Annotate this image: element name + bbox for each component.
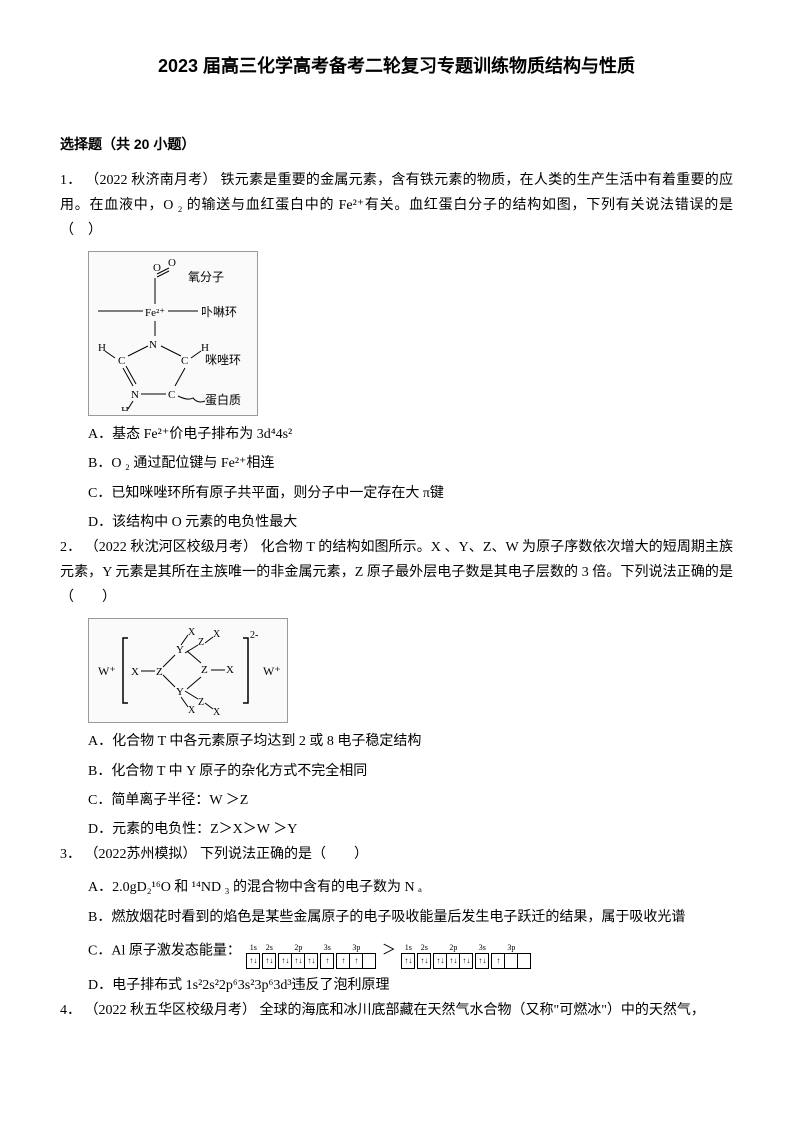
svg-text:C: C	[181, 355, 188, 367]
section-header: 选择题（共 20 小题）	[60, 132, 733, 157]
q1-option-c: C．已知咪唑环所有原子共平面，则分子中一定存在大 π键	[60, 481, 733, 506]
svg-text:X: X	[213, 629, 221, 640]
q3-option-c: C．Al 原子激发态能量： 1s↑↓2s↑↓2p↑↓↑↓↑↓3s↑3p↑↑ ＞ …	[60, 934, 733, 969]
orbital-diagram-right: 1s↑↓2s↑↓2p↑↓↑↓↑↓3s↑↓3p↑	[399, 934, 533, 969]
q2-source: （2022 秋沈河区校级月考）	[85, 540, 257, 555]
q1-option-b: B．O ₂ 通过配位键与 Fe²⁺相连	[60, 451, 733, 476]
q2-option-b: B．化合物 T 中 Y 原子的杂化方式不完全相同	[60, 759, 733, 784]
svg-text:Z: Z	[156, 666, 163, 678]
q4-number: 4．	[60, 1003, 81, 1018]
svg-text:O: O	[168, 257, 176, 269]
svg-text:H: H	[121, 405, 129, 411]
svg-text:卟啉环: 卟啉环	[201, 305, 237, 319]
svg-text:蛋白质: 蛋白质	[205, 392, 241, 407]
svg-text:C: C	[168, 389, 175, 401]
svg-text:氧分子: 氧分子	[188, 270, 224, 284]
svg-text:W⁺: W⁺	[263, 664, 281, 678]
q1-number: 1．	[60, 173, 82, 188]
q3-source: （2022苏州模拟）	[85, 847, 197, 862]
svg-text:Fe²⁺: Fe²⁺	[145, 307, 165, 319]
question-3: 3． （2022苏州模拟） 下列说法正确的是（ ）	[60, 842, 733, 867]
svg-text:H: H	[98, 342, 106, 354]
q2-number: 2．	[60, 540, 81, 555]
q4-text: 全球的海底和冰川底部藏在天然气水合物（又称"可燃冰"）中的天然气，	[260, 1003, 705, 1018]
svg-text:N: N	[149, 339, 157, 351]
q2-diagram: W⁺ W⁺ 2- X Z Y Y X X Z X Z X Z X	[88, 618, 288, 723]
svg-text:Z: Z	[198, 697, 204, 708]
q1-source: （2022 秋济南月考）	[85, 173, 216, 188]
question-1: 1． （2022 秋济南月考） 铁元素是重要的金属元素，含有铁元素的物质，在人类…	[60, 168, 733, 244]
q3-text: 下列说法正确的是（ ）	[200, 847, 368, 862]
q2-option-a: A．化合物 T 中各元素原子均达到 2 或 8 电子稳定结构	[60, 729, 733, 754]
orbital-diagram-left: 1s↑↓2s↑↓2p↑↓↑↓↑↓3s↑3p↑↑	[244, 934, 378, 969]
q3-option-d: D．电子排布式 1s²2s²2p⁶3s²3p⁶3d³违反了泡利原理	[60, 973, 733, 998]
q4-source: （2022 秋五华区校级月考）	[85, 1003, 257, 1018]
q3-option-a: A．2.0gD₂¹⁶O 和 ¹⁴ND ₃ 的混合物中含有的电子数为 N ₐ	[60, 875, 733, 900]
svg-text:Y: Y	[176, 686, 184, 698]
svg-text:X: X	[226, 664, 234, 676]
q3-number: 3．	[60, 847, 81, 862]
q2-option-d: D．元素的电负性：Z＞X＞W ＞Y	[60, 817, 733, 842]
svg-text:X: X	[131, 666, 139, 678]
q1-option-a: A．基态 Fe²⁺价电子排布为 3d⁴4s²	[60, 422, 733, 447]
svg-text:N: N	[131, 389, 139, 401]
svg-text:W⁺: W⁺	[98, 664, 116, 678]
q1-option-d: D．该结构中 O 元素的电负性最大	[60, 510, 733, 535]
svg-text:X: X	[188, 705, 196, 716]
page-title: 2023 届高三化学高考备考二轮复习专题训练物质结构与性质	[60, 50, 733, 82]
q3-option-b: B．燃放烟花时看到的焰色是某些金属原子的电子吸收能量后发生电子跃迁的结果，属于吸…	[60, 905, 733, 930]
svg-text:2-: 2-	[250, 630, 258, 641]
question-2: 2． （2022 秋沈河区校级月考） 化合物 T 的结构如图所示。X 、Y、Z、…	[60, 535, 733, 611]
svg-text:X: X	[213, 707, 221, 718]
q1-diagram: O O 氧分子 Fe²⁺ 卟啉环 N C C H H 咪唑环 N C H 蛋白质	[88, 251, 258, 416]
orbital-operator: ＞	[382, 943, 396, 958]
svg-text:Z: Z	[198, 637, 204, 648]
svg-text:Y: Y	[176, 644, 184, 656]
svg-text:Z: Z	[201, 664, 208, 676]
svg-text:X: X	[188, 627, 196, 638]
svg-text:咪唑环: 咪唑环	[205, 353, 241, 367]
svg-text:C: C	[118, 355, 125, 367]
q2-option-c: C．简单离子半径：W ＞Z	[60, 788, 733, 813]
question-4: 4． （2022 秋五华区校级月考） 全球的海底和冰川底部藏在天然气水合物（又称…	[60, 998, 733, 1023]
